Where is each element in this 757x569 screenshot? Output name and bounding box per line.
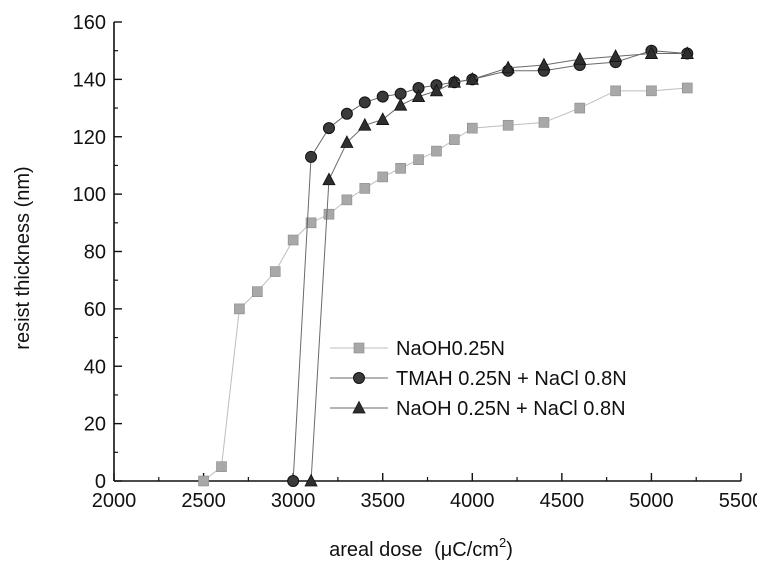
- data-point: [537, 57, 551, 71]
- y-tick-label: 60: [84, 299, 106, 321]
- data-point: [377, 171, 389, 183]
- data-point: [413, 154, 424, 165]
- y-axis-title: resist thickness (nm): [12, 166, 34, 349]
- series-3: [304, 46, 694, 487]
- x-axis-title-main: areal dose: [329, 539, 422, 561]
- legend: NaOH0.25N TMAH 0.25N + NaCl 0.8N NaOH 0.25…: [330, 338, 627, 420]
- data-point: [358, 117, 372, 131]
- y-tick-label: 120: [73, 127, 106, 149]
- y-tick-label: 160: [73, 12, 106, 34]
- y-tick-label: 20: [84, 414, 106, 436]
- series-line: [203, 87, 688, 482]
- data-point: [234, 303, 245, 315]
- legend-label: NaOH 0.25N + NaCl 0.8N: [396, 398, 626, 420]
- x-axis-title-unit-open: (: [434, 539, 441, 561]
- data-point: [465, 72, 479, 85]
- legend-entry-3: NaOH 0.25N + NaCl 0.8N: [330, 398, 626, 420]
- legend-label: TMAH 0.25N + NaCl 0.8N: [396, 368, 627, 390]
- x-axis-title: areal dose (μC/cm2): [329, 535, 513, 561]
- data-point: [411, 89, 426, 102]
- y-tick-label: 100: [73, 184, 106, 206]
- data-point: [429, 83, 444, 97]
- data-point: [322, 172, 336, 186]
- data-point: [376, 112, 390, 125]
- x-tick-label: 3500: [360, 490, 405, 512]
- data-point: [304, 473, 318, 487]
- data-point: [269, 266, 281, 277]
- x-axis-title-unit-mid: C/cm: [452, 539, 499, 561]
- data-point: [574, 102, 586, 114]
- data-point: [216, 461, 227, 472]
- legend-marker: [353, 342, 365, 354]
- y-tick-label: 140: [73, 69, 106, 91]
- legend-marker: [353, 372, 365, 384]
- data-point: [323, 208, 335, 220]
- data-point: [608, 49, 623, 62]
- x-tick-label: 5000: [629, 490, 674, 512]
- data-point: [431, 145, 442, 157]
- x-tick-label: 4000: [450, 490, 495, 512]
- data-point: [376, 90, 389, 103]
- legend-label: NaOH0.25N: [396, 338, 505, 360]
- data-point: [340, 135, 354, 148]
- data-point: [449, 134, 460, 145]
- x-tick-label: 4500: [540, 490, 585, 512]
- y-tick-label: 80: [84, 242, 106, 264]
- x-tick-label: 3000: [271, 490, 316, 512]
- x-tick-label: 2000: [92, 490, 137, 512]
- data-point: [198, 475, 209, 487]
- x-axis-title-unit-mu: μ: [441, 539, 453, 561]
- data-point: [340, 107, 353, 120]
- data-point: [359, 183, 371, 194]
- data-point: [394, 87, 407, 100]
- data-point: [538, 117, 550, 128]
- data-point: [644, 46, 659, 59]
- data-point: [501, 60, 515, 74]
- series-layer: [198, 44, 694, 487]
- data-point: [358, 96, 371, 109]
- data-point: [322, 122, 335, 135]
- data-point: [287, 475, 300, 487]
- data-point: [680, 46, 694, 59]
- data-point: [610, 85, 621, 97]
- y-tick-label: 0: [95, 471, 106, 493]
- data-point: [305, 217, 317, 229]
- data-point: [681, 82, 693, 94]
- y-tick-label: 40: [84, 356, 106, 378]
- data-point: [305, 150, 318, 163]
- legend-entry-2: TMAH 0.25N + NaCl 0.8N: [330, 368, 627, 390]
- data-point: [287, 234, 299, 246]
- data-point: [646, 85, 657, 97]
- data-point: [466, 122, 478, 134]
- series-1: [198, 82, 693, 487]
- data-point: [395, 163, 406, 174]
- series-line: [310, 53, 688, 482]
- x-axis-title-unit-close: ): [506, 539, 513, 561]
- data-point: [393, 97, 408, 111]
- data-point: [341, 194, 353, 206]
- x-tick-label: 2500: [181, 490, 226, 512]
- legend-entry-1: NaOH0.25N: [330, 338, 505, 360]
- data-point: [252, 286, 263, 297]
- data-point: [573, 51, 587, 65]
- x-axis-title-unit-sup: 2: [499, 535, 506, 550]
- data-point: [502, 119, 514, 131]
- legend-marker: [352, 400, 366, 414]
- data-point: [447, 74, 462, 88]
